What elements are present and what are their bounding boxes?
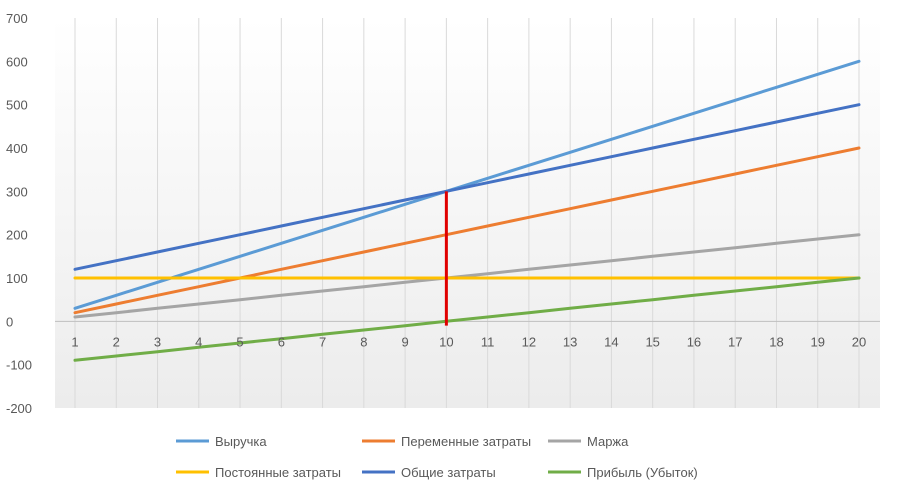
- legend-item: Прибыль (Убыток): [548, 465, 698, 480]
- legend-label: Общие затраты: [401, 465, 496, 480]
- plot-area-background: [55, 18, 880, 408]
- legend-item: Переменные затраты: [362, 434, 531, 449]
- y-axis-ticks: 700 600 500 400 300 200 100 0 -100 -200: [6, 11, 32, 416]
- x-tick-label: 13: [563, 334, 577, 349]
- x-tick-label: 5: [236, 334, 243, 349]
- x-tick-label: 14: [604, 334, 618, 349]
- x-tick-label: 10: [439, 334, 453, 349]
- x-tick-label: 12: [522, 334, 536, 349]
- x-tick-label: 9: [401, 334, 408, 349]
- y-tick-label: -200: [6, 401, 32, 416]
- y-tick-label: 500: [6, 98, 28, 113]
- legend-label: Переменные затраты: [401, 434, 531, 449]
- legend-label: Постоянные затраты: [215, 465, 341, 480]
- series-line-2: [73, 146, 861, 315]
- y-tick-label: 100: [6, 271, 28, 286]
- x-tick-label: 18: [769, 334, 783, 349]
- legend-label: Маржа: [587, 434, 629, 449]
- legend-item: Выручка: [176, 434, 267, 449]
- series-line-3: [73, 233, 861, 319]
- series-line-1: [73, 59, 861, 310]
- legend-item: Маржа: [548, 434, 629, 449]
- y-tick-label: 400: [6, 141, 28, 156]
- legend-item: Постоянные затраты: [176, 465, 341, 480]
- x-tick-label: 4: [195, 334, 202, 349]
- legend-label: Прибыль (Убыток): [587, 465, 698, 480]
- x-tick-label: 16: [687, 334, 701, 349]
- y-tick-label: 0: [6, 314, 13, 329]
- x-tick-label: 3: [154, 334, 161, 349]
- x-axis-ticks: 1 2 3 4 5 6 7 8 9 10 11 12 13 14 15 16 17 18 19 20: [71, 334, 866, 349]
- x-tick-label: 15: [645, 334, 659, 349]
- series-line-5: [73, 103, 861, 271]
- y-tick-label: 200: [6, 228, 28, 243]
- x-tick-label: 6: [278, 334, 285, 349]
- x-tick-label: 20: [852, 334, 866, 349]
- x-tick-label: 11: [481, 334, 495, 349]
- y-tick-label: 700: [6, 11, 28, 26]
- x-tick-label: 1: [71, 334, 78, 349]
- series-lines: [73, 59, 861, 362]
- x-tick-label: 7: [319, 334, 326, 349]
- legend: Выручка Переменные затраты Маржа Постоянные…: [176, 434, 698, 480]
- y-tick-label: 300: [6, 184, 28, 199]
- x-tick-label: 17: [728, 334, 742, 349]
- x-tick-label: 2: [113, 334, 120, 349]
- x-tick-label: 8: [360, 334, 367, 349]
- x-tick-label: 19: [811, 334, 825, 349]
- series-line-6: [73, 276, 861, 362]
- y-tick-label: -100: [6, 358, 32, 373]
- legend-item: Общие затраты: [362, 465, 496, 480]
- y-tick-label: 600: [6, 54, 28, 69]
- legend-label: Выручка: [215, 434, 267, 449]
